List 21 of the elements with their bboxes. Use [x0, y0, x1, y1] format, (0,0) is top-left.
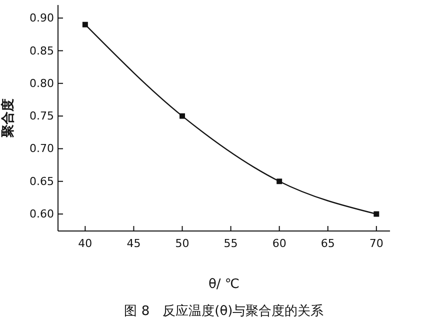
- y-tick-label: 0.80: [30, 76, 54, 90]
- x-tick-label: 50: [175, 236, 190, 250]
- y-axis-title: 聚合度: [0, 98, 16, 138]
- point: [180, 113, 185, 119]
- x-tick-label: 65: [320, 236, 335, 250]
- y-tick-label: 0.60: [30, 208, 54, 221]
- y-tick-label: 0.70: [30, 142, 54, 156]
- y-tick-label: 0.90: [30, 12, 54, 25]
- y-tick-label: 0.85: [30, 44, 54, 58]
- x-axis-title: θ/ ℃: [208, 277, 240, 292]
- x-tick-label: 55: [224, 236, 238, 250]
- x-tick-label: 45: [126, 236, 141, 250]
- x-tick-label: 40: [78, 236, 92, 250]
- y-tick-label: 0.75: [30, 110, 54, 123]
- point: [276, 178, 282, 184]
- point: [82, 22, 88, 28]
- text: 图 8 反应温度(θ)与聚合度的关系: [124, 303, 324, 319]
- x-tick-label: 70: [369, 236, 384, 250]
- point: [374, 211, 380, 217]
- x-tick-label: 60: [272, 236, 286, 250]
- y-tick-label: 0.65: [30, 174, 54, 188]
